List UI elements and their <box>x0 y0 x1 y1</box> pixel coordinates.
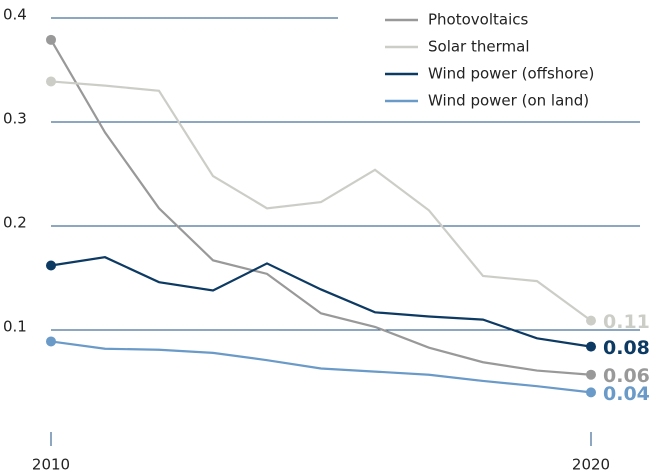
value-label: 0.11 <box>603 311 650 333</box>
x-tick-label: 2010 <box>32 456 70 474</box>
line <box>50 80 592 322</box>
legend-label: Wind power (offshore) <box>428 65 594 83</box>
line <box>50 256 592 348</box>
value-label: 0.06 <box>603 365 650 387</box>
legend-label: Solar thermal <box>428 38 529 56</box>
point <box>46 76 56 87</box>
point <box>46 34 56 45</box>
legend-label: Wind power (on land) <box>428 92 589 110</box>
value-label: 0.04 <box>603 383 650 405</box>
value-label: 0.08 <box>603 337 650 359</box>
point <box>586 341 596 352</box>
x-tick-label: 2020 <box>572 456 610 474</box>
y-tick-label: 0.1 <box>3 318 27 336</box>
point <box>586 387 596 398</box>
line <box>50 340 592 394</box>
y-tick-label: 0.3 <box>3 110 27 128</box>
legend-label: Photovoltaics <box>428 11 528 29</box>
point <box>586 369 596 380</box>
y-tick-label: 0.4 <box>3 6 27 24</box>
point <box>586 315 596 326</box>
point <box>46 260 56 271</box>
y-tick-label: 0.2 <box>3 214 27 232</box>
line <box>50 39 592 376</box>
point <box>46 336 56 347</box>
